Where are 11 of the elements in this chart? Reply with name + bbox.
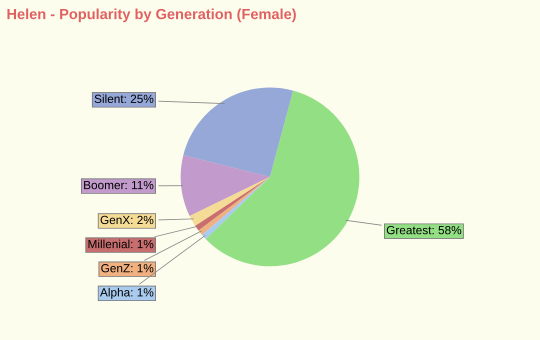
chart-title: Helen - Popularity by Generation (Female): [7, 8, 296, 22]
slice-label: GenX: 2%: [100, 216, 154, 224]
slice-label: Silent: 25%: [94, 94, 154, 104]
slice-label: Greatest: 58%: [386, 226, 462, 234]
slice-label: GenZ: 1%: [101, 264, 154, 272]
slice-label: Alpha: 1%: [100, 288, 154, 299]
pie-slice: [206, 90, 360, 266]
pie-slice: [180, 155, 270, 216]
slice-label: Boomer: 11%: [84, 180, 154, 190]
slice-label: Millenial: 1%: [88, 240, 154, 248]
pie-slice: [183, 88, 294, 177]
